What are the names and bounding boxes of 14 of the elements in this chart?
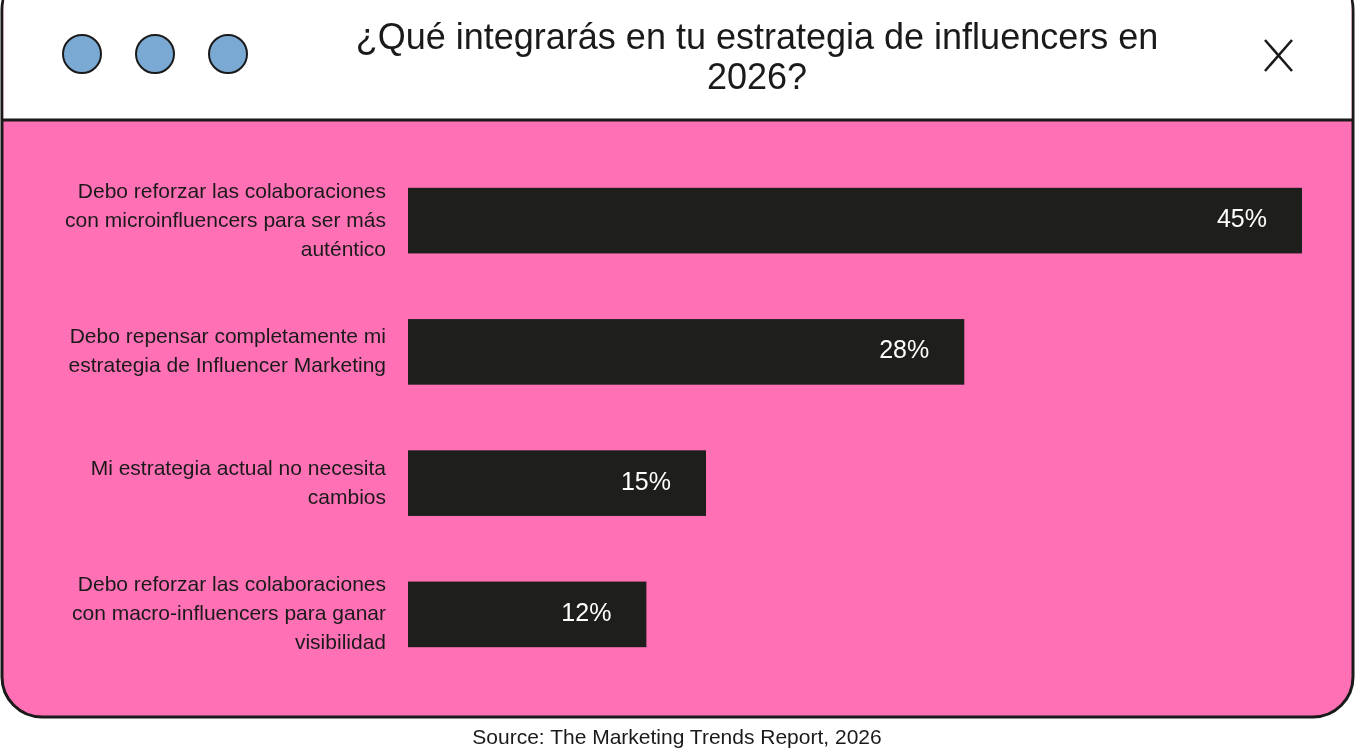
source-note: Source: The Marketing Trends Report, 2026 (472, 724, 882, 748)
data-label: 45% (1216, 204, 1267, 233)
data-label: 12% (561, 597, 612, 626)
data-label: 15% (620, 466, 671, 495)
bar (408, 187, 1302, 254)
chart-title: ¿Qué integrarás en tu estrategia de influencers en 2026? (355, 15, 1159, 97)
bar (408, 581, 647, 648)
y-tick-label: Debo reforzar las colaboraciones con microinfluencers para ser más auténtico (65, 178, 386, 260)
y-tick-label: Mi estrategia actual no necesita cambios (90, 455, 387, 508)
bar (408, 319, 965, 385)
y-tick-label: Debo reforzar las colaboraciones con macro-influencers para ganar visibilidad (72, 571, 386, 653)
y-tick-label: Debo repensar completamente mi estrategia de Influencer Marketing (68, 323, 386, 376)
data-label: 28% (879, 335, 930, 364)
bar (408, 450, 706, 516)
